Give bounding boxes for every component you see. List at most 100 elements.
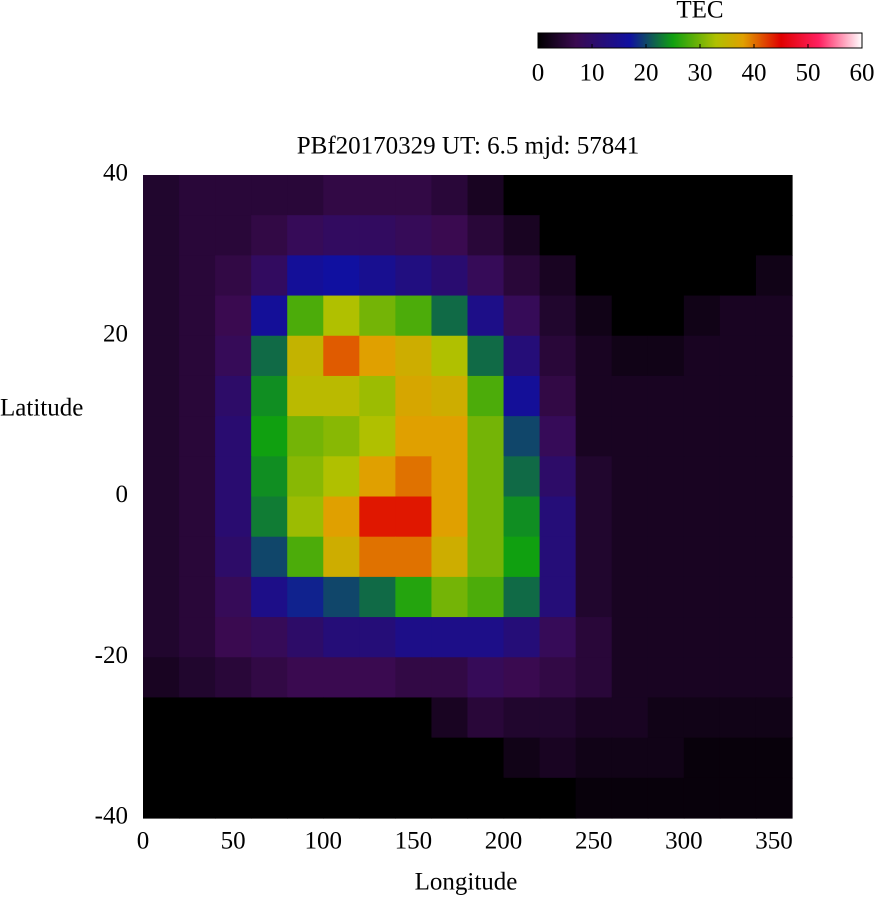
- heatmap-cell: [755, 737, 793, 779]
- heatmap-cell: [467, 536, 505, 578]
- heatmap-cell: [647, 335, 685, 377]
- heatmap-cell: [323, 416, 360, 457]
- heatmap-cell: [683, 456, 721, 498]
- heatmap-cell: [755, 375, 793, 417]
- heatmap-cell: [179, 697, 216, 739]
- heatmap-cell: [719, 697, 757, 739]
- heatmap-cell: [719, 295, 757, 337]
- colorbar-tick-label: 0: [532, 60, 545, 87]
- heatmap-cell: [575, 496, 613, 538]
- heatmap-cell: [755, 576, 793, 618]
- heatmap-cell: [719, 737, 757, 779]
- heatmap-cell: [503, 416, 541, 457]
- heatmap-cell: [251, 456, 288, 498]
- heatmap-cell: [575, 255, 613, 297]
- heatmap-cell: [359, 697, 396, 739]
- heatmap-cell: [539, 536, 577, 578]
- heatmap-cell: [431, 657, 469, 699]
- x-tick-label: 350: [755, 828, 793, 855]
- heatmap-cell: [359, 416, 396, 457]
- heatmap-cell: [143, 536, 180, 578]
- heatmap-cell: [287, 737, 324, 779]
- heatmap-cell: [287, 335, 324, 377]
- heatmap-cell: [467, 697, 505, 739]
- heatmap-cell: [251, 737, 288, 779]
- x-axis-label: Longitude: [415, 869, 518, 896]
- heatmap-cell: [287, 375, 324, 417]
- heatmap-cell: [575, 335, 613, 377]
- heatmap-cell: [395, 737, 433, 779]
- heatmap-cell: [539, 255, 577, 297]
- heatmap-cell: [179, 536, 216, 578]
- heatmap-cell: [323, 375, 360, 417]
- heatmap-cell: [143, 617, 180, 658]
- heatmap-cell: [359, 215, 396, 256]
- heatmap-cell: [395, 697, 433, 739]
- heatmap-cell: [611, 456, 649, 498]
- heatmap-cell: [143, 697, 180, 739]
- heatmap-cell: [359, 737, 396, 779]
- heatmap-cell: [287, 617, 324, 658]
- heatmap-cell: [755, 215, 793, 256]
- heatmap-cell: [323, 697, 360, 739]
- heatmap-cell: [251, 617, 288, 658]
- heatmap-cell: [683, 175, 721, 216]
- heatmap-cell: [575, 215, 613, 256]
- heatmap-cell: [143, 255, 180, 297]
- heatmap-cell: [503, 697, 541, 739]
- heatmap-cell: [395, 255, 433, 297]
- heatmap-cell: [575, 697, 613, 739]
- heatmap-cell: [719, 536, 757, 578]
- heatmap-cell: [359, 657, 396, 699]
- heatmap-cell: [539, 617, 577, 658]
- heatmap-cell: [503, 456, 541, 498]
- heatmap-cell: [395, 496, 433, 538]
- heatmap-cell: [611, 777, 649, 819]
- heatmap-cell: [179, 617, 216, 658]
- heatmap-cell: [179, 496, 216, 538]
- heatmap-cell: [611, 697, 649, 739]
- heatmap-cell: [647, 295, 685, 337]
- heatmap-cell: [467, 215, 505, 256]
- heatmap-cell: [143, 456, 180, 498]
- y-tick-label: -20: [95, 642, 128, 669]
- heatmap-cell: [539, 657, 577, 699]
- y-tick-label: -40: [95, 803, 128, 830]
- heatmap-cell: [575, 295, 613, 337]
- heatmap-cell: [215, 617, 252, 658]
- heatmap-cell: [647, 536, 685, 578]
- heatmap-cell: [431, 576, 469, 618]
- heatmap-cell: [215, 576, 252, 618]
- heatmap-cell: [611, 255, 649, 297]
- x-tick-label: 300: [665, 828, 703, 855]
- heatmap-cell: [251, 215, 288, 256]
- heatmap-cell: [719, 777, 757, 819]
- colorbar-title: TEC: [676, 0, 723, 24]
- heatmap-cell: [755, 617, 793, 658]
- heatmap-cell: [575, 777, 613, 819]
- heatmap-cell: [359, 456, 396, 498]
- heatmap-cell: [683, 657, 721, 699]
- heatmap-cell: [179, 456, 216, 498]
- heatmap-cell: [683, 295, 721, 337]
- heatmap-cell: [575, 375, 613, 417]
- heatmap-cell: [323, 777, 360, 819]
- heatmap-cell: [359, 496, 396, 538]
- heatmap-cell: [611, 416, 649, 457]
- heatmap-cell: [251, 175, 288, 216]
- heatmap-cell: [395, 335, 433, 377]
- heatmap-cell: [395, 777, 433, 819]
- x-tick-label: 150: [395, 828, 433, 855]
- heatmap-cell: [683, 496, 721, 538]
- heatmap-cell: [539, 375, 577, 417]
- heatmap-cell: [251, 375, 288, 417]
- chart-title: PBf20170329 UT: 6.5 mjd: 57841: [297, 133, 640, 160]
- heatmap-cell: [395, 617, 433, 658]
- heatmap-cell: [467, 777, 505, 819]
- heatmap-cell: [359, 375, 396, 417]
- heatmap-cell: [215, 777, 252, 819]
- heatmap-cell: [575, 737, 613, 779]
- heatmap-cell: [323, 496, 360, 538]
- heatmap-cell: [251, 657, 288, 699]
